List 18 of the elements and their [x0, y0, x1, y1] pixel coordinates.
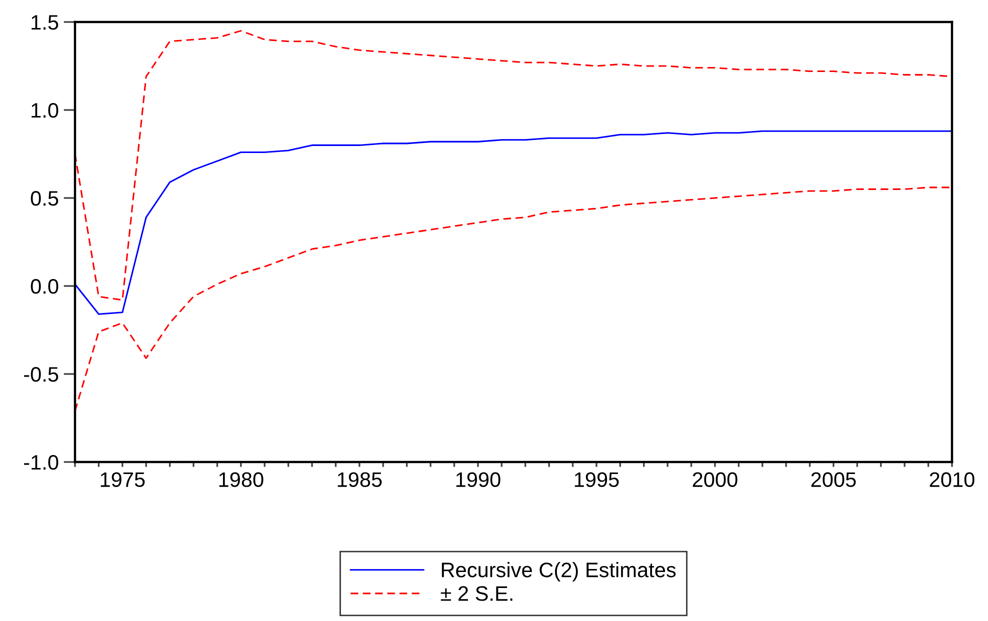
y-tick-label: 0.5 — [30, 191, 58, 206]
y-tick-label: -0.5 — [24, 367, 58, 382]
y-tick-label: 1.5 — [32, 15, 58, 30]
x-tick-label: 1995 — [574, 472, 619, 488]
y-tick-label: -1.0 — [24, 455, 58, 470]
x-tick-label: 1980 — [219, 472, 264, 488]
legend-label: Recursive C(2) Estimates — [442, 562, 676, 582]
y-tick-label: 0.0 — [30, 279, 58, 294]
line-series — [75, 186, 952, 412]
legend-label: ± 2 S.E. — [440, 586, 512, 601]
x-tick-label: 2010 — [930, 472, 974, 488]
x-tick-label: 2000 — [692, 472, 738, 488]
x-tick-label: 1975 — [100, 472, 145, 488]
y-tick-label: 1.0 — [32, 103, 58, 118]
x-tick-label: 1985 — [338, 472, 382, 488]
line-series — [75, 130, 952, 315]
x-tick-label: 1990 — [456, 472, 500, 488]
x-tick-label: 2005 — [811, 472, 856, 488]
